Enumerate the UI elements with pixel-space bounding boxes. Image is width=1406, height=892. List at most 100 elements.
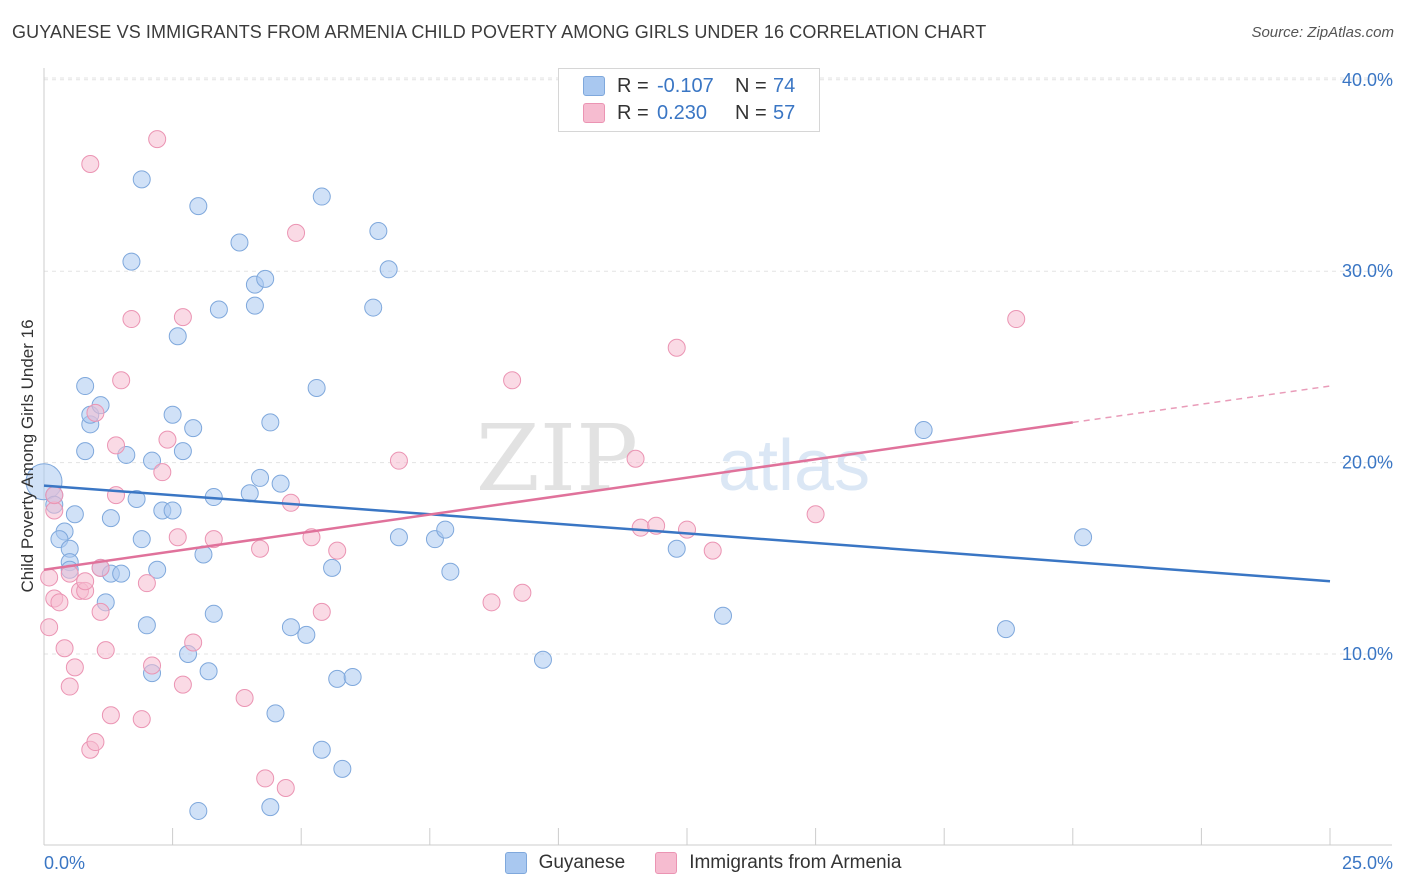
guyanese-point xyxy=(914,421,933,440)
armenia-point xyxy=(45,486,64,505)
data-points xyxy=(25,130,1093,820)
guyanese-point xyxy=(281,618,300,637)
armenia-point xyxy=(101,706,120,725)
guyanese-point xyxy=(714,606,733,625)
guyanese-point xyxy=(204,604,223,623)
armenia-point xyxy=(513,583,532,602)
trend-lines xyxy=(43,385,1331,583)
guyanese-point xyxy=(996,620,1015,639)
armenia-point xyxy=(251,539,270,558)
armenia-point xyxy=(60,677,79,696)
x-tick-label: 0.0% xyxy=(44,853,85,873)
armenia-point xyxy=(40,568,59,587)
watermark-zip: ZIP xyxy=(476,405,638,512)
armenia-point xyxy=(626,449,645,468)
guyanese-point xyxy=(266,704,285,723)
legend-swatch-blue xyxy=(583,76,605,96)
legend-n-value: 74 xyxy=(773,74,796,97)
armenia-point xyxy=(667,338,686,357)
guyanese-point xyxy=(122,252,141,271)
guyanese-point xyxy=(209,300,228,319)
armenia-point xyxy=(137,574,156,593)
guyanese-point xyxy=(189,801,208,820)
y-tick-label: 30.0% xyxy=(1342,261,1393,281)
armenia-point xyxy=(173,675,192,694)
legend-item-armenia[interactable]: Immigrants from Armenia xyxy=(655,852,901,874)
armenia-point xyxy=(806,505,825,524)
guyanese-point xyxy=(65,505,84,524)
guyanese-point xyxy=(112,564,131,583)
guyanese-trend-line xyxy=(43,484,1331,583)
guyanese-point xyxy=(245,296,264,315)
watermark-atlas: atlas xyxy=(718,426,870,506)
armenia-point xyxy=(158,430,177,449)
guyanese-point xyxy=(436,520,455,539)
legend-r-value: -0.107 xyxy=(657,74,714,97)
armenia-point xyxy=(168,528,187,547)
legend-row-guyanese: R = -0.107 N = 74 xyxy=(583,73,795,99)
guyanese-point xyxy=(312,187,331,206)
guyanese-point xyxy=(323,558,342,577)
legend-n-label: N = xyxy=(735,101,767,124)
axes xyxy=(43,68,1392,846)
armenia-point xyxy=(76,572,95,591)
guyanese-point xyxy=(369,222,388,241)
armenia-point xyxy=(65,658,84,677)
armenia-trend-line xyxy=(43,421,1073,572)
armenia-point xyxy=(328,541,347,560)
guyanese-point xyxy=(168,327,187,346)
chart-title: GUYANESE VS IMMIGRANTS FROM ARMENIA CHIL… xyxy=(12,22,987,42)
guyanese-point xyxy=(328,669,347,688)
guyanese-point xyxy=(76,442,95,461)
y-tick-label: 10.0% xyxy=(1342,644,1393,664)
series-legend: Guyanese Immigrants from Armenia xyxy=(0,852,1406,874)
armenia-point xyxy=(132,710,151,729)
guyanese-point xyxy=(148,560,167,579)
legend-label-guyanese: Guyanese xyxy=(538,852,626,873)
guyanese-point xyxy=(271,474,290,493)
guyanese-point xyxy=(261,798,280,817)
grid-lines xyxy=(44,77,1392,655)
guyanese-point xyxy=(189,197,208,216)
armenia-point xyxy=(81,155,100,174)
guyanese-point xyxy=(441,562,460,581)
guyanese-point xyxy=(1074,528,1093,547)
y-tick-label: 20.0% xyxy=(1342,453,1393,473)
guyanese-point xyxy=(312,740,331,759)
guyanese-point xyxy=(143,451,162,470)
legend-row-armenia: R = 0.230 N = 57 xyxy=(583,100,795,126)
armenia-point xyxy=(91,558,110,577)
legend-r-label: R = xyxy=(617,74,649,97)
x-tick-label: 25.0% xyxy=(1342,853,1393,873)
armenia-point xyxy=(86,403,105,422)
guyanese-point xyxy=(173,442,192,461)
legend-label-armenia: Immigrants from Armenia xyxy=(689,852,902,873)
tick-labels: 10.0% 20.0% 30.0% 40.0% 0.0% 25.0% xyxy=(44,70,1393,873)
armenia-point xyxy=(276,778,295,797)
guyanese-point xyxy=(379,260,398,279)
armenia-point xyxy=(107,436,126,455)
guyanese-point xyxy=(533,650,552,669)
y-axis-label: Child Poverty Among Girls Under 16 xyxy=(18,319,37,593)
armenia-point xyxy=(482,593,501,612)
armenia-point xyxy=(184,633,203,652)
guyanese-point xyxy=(251,468,270,487)
guyanese-point xyxy=(127,489,146,508)
guyanese-point xyxy=(230,233,249,252)
guyanese-point xyxy=(667,539,686,558)
armenia-point xyxy=(256,769,275,788)
legend-r-label: R = xyxy=(617,101,649,124)
armenia-point xyxy=(107,486,126,505)
armenia-point xyxy=(173,308,192,327)
armenia-point xyxy=(312,602,331,621)
guyanese-point xyxy=(101,509,120,528)
armenia-point xyxy=(50,593,69,612)
armenia-point xyxy=(148,130,167,149)
armenia-point xyxy=(631,518,650,537)
armenia-trend-extension xyxy=(1072,385,1331,424)
watermark: ZIP atlas xyxy=(476,405,870,512)
legend-item-guyanese[interactable]: Guyanese xyxy=(504,852,626,874)
guyanese-point xyxy=(333,759,352,778)
guyanese-point xyxy=(137,616,156,635)
armenia-point xyxy=(678,520,696,539)
